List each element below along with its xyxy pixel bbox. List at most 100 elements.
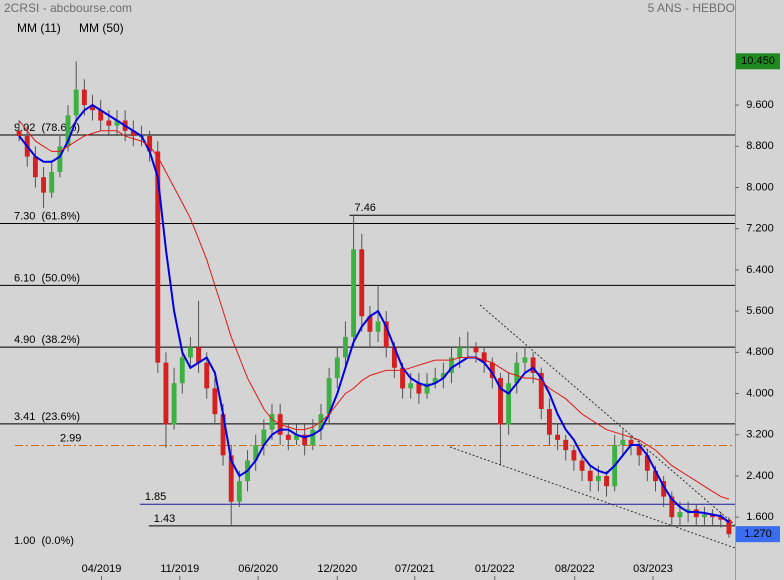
candle-body [351, 249, 357, 337]
x-tick-label: 08/2022 [555, 563, 595, 575]
candle-body [538, 372, 544, 409]
fib-label: 7.30 (61.8%) [14, 210, 80, 222]
y-tick-label: 8.000 [746, 181, 774, 193]
candle-body [16, 130, 22, 136]
candle-body [449, 357, 454, 373]
x-tick-label: 07/2021 [395, 563, 435, 575]
y-tick-label: 1.600 [746, 511, 774, 523]
y-tick-label: 6.400 [746, 264, 774, 276]
candle-body [236, 481, 242, 502]
fib-label: 6.10 (50.0%) [14, 272, 80, 284]
candle-body [530, 357, 536, 373]
chart-subtitle: 5 ANS - HEBDO [648, 1, 735, 15]
candle-body [620, 439, 626, 446]
y-tick-label: 5.600 [746, 305, 774, 317]
price-badge [736, 53, 780, 70]
fib-label: 1.00 (0.0%) [14, 535, 74, 547]
candle-body [81, 89, 87, 106]
candle-body [604, 475, 609, 487]
y-tick-label: 9.600 [746, 99, 774, 111]
candle-body [49, 172, 55, 193]
candle-body [644, 455, 650, 471]
candle-body [212, 388, 218, 415]
fib-label: 9.02 (78.6%) [14, 122, 80, 134]
candle-body [440, 372, 446, 379]
candle-body [661, 481, 667, 497]
fib-label: 3.41 (23.6%) [14, 411, 80, 423]
candle-body [98, 110, 104, 121]
candle-body [546, 408, 552, 435]
price-badge-label: 10.450 [741, 55, 775, 67]
moving-average [18, 120, 730, 500]
candle-body [65, 115, 71, 147]
candle-body [163, 362, 169, 425]
candle-body [579, 460, 585, 471]
y-tick-label: 4.800 [746, 346, 774, 358]
plot-area: 9.02 (78.6%) 7.30 (61.8%) 6.10 (50.0%) 4.90… [0, 61, 735, 547]
candle-body [636, 445, 642, 456]
candle-body [400, 367, 406, 389]
candle-body [171, 383, 177, 425]
price-line-label: 1.85 [145, 491, 166, 503]
candle-body [90, 105, 95, 111]
y-tick-label: 3.200 [746, 429, 774, 441]
candle-body [555, 434, 561, 440]
candle-body [326, 378, 332, 415]
candle-body [587, 470, 593, 482]
candle-body [514, 362, 520, 384]
x-tick-label: 11/2019 [160, 563, 199, 575]
candle-body [481, 352, 487, 363]
candle-body [432, 378, 438, 384]
candle-body [498, 378, 503, 425]
candle-body [710, 514, 716, 518]
candle-body [383, 321, 389, 348]
candle-body [408, 383, 414, 389]
candle-body [701, 514, 707, 518]
candle-body [130, 130, 136, 136]
candle-body [57, 146, 63, 173]
candle-body [228, 455, 234, 502]
y-tick-label: 8.800 [746, 140, 774, 152]
candle-body [571, 450, 577, 461]
candle-body [41, 177, 47, 193]
candle-body [506, 383, 512, 425]
candle-body [653, 470, 658, 482]
candle-body [334, 357, 340, 379]
candle-body [685, 509, 691, 513]
candle-body [147, 135, 153, 152]
legend-entry: MM (11) [17, 21, 61, 35]
candle-body [522, 357, 528, 363]
candle-body [465, 347, 471, 349]
candle-body [669, 496, 675, 518]
candle-body [261, 429, 267, 446]
candle-body [489, 362, 495, 379]
price-badge-label: 1.270 [744, 528, 772, 540]
candle-body [391, 347, 397, 368]
candle-body [187, 347, 193, 358]
candle-body [375, 321, 381, 332]
fib-label: 4.90 (38.2%) [14, 334, 80, 346]
moving-average [18, 103, 730, 524]
x-tick-label: 04/2019 [82, 563, 122, 575]
chart-title: 2CRSI - abcbourse.com [4, 1, 132, 15]
x-tick-label: 06/2020 [238, 563, 278, 575]
candle-body [269, 414, 275, 430]
candle-body [106, 120, 112, 126]
legend-entry: MM (50) [79, 21, 124, 35]
price-line-label: 2.99 [60, 432, 81, 444]
candle-body [693, 509, 699, 518]
trend-line [479, 304, 736, 526]
candle-body [416, 383, 422, 394]
candle-body [628, 439, 634, 446]
candle-body [342, 336, 348, 358]
candle-body [473, 347, 479, 353]
candle-body [367, 316, 373, 332]
x-tick-label: 03/2023 [633, 563, 673, 575]
candle-body [179, 357, 185, 384]
candle-body [302, 434, 308, 446]
candle-body [359, 249, 365, 317]
candle-body [310, 429, 316, 446]
candle-body [73, 89, 79, 116]
